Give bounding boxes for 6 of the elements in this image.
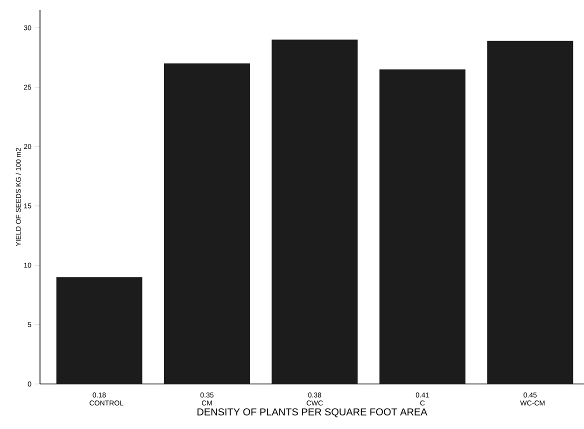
bar — [56, 277, 142, 384]
bar — [272, 40, 358, 384]
bar — [487, 40, 574, 384]
bar — [164, 63, 250, 384]
bar — [379, 69, 466, 384]
x-axis-title: DENSITY OF PLANTS PER SQUARE FOOT AREA — [198, 408, 428, 418]
